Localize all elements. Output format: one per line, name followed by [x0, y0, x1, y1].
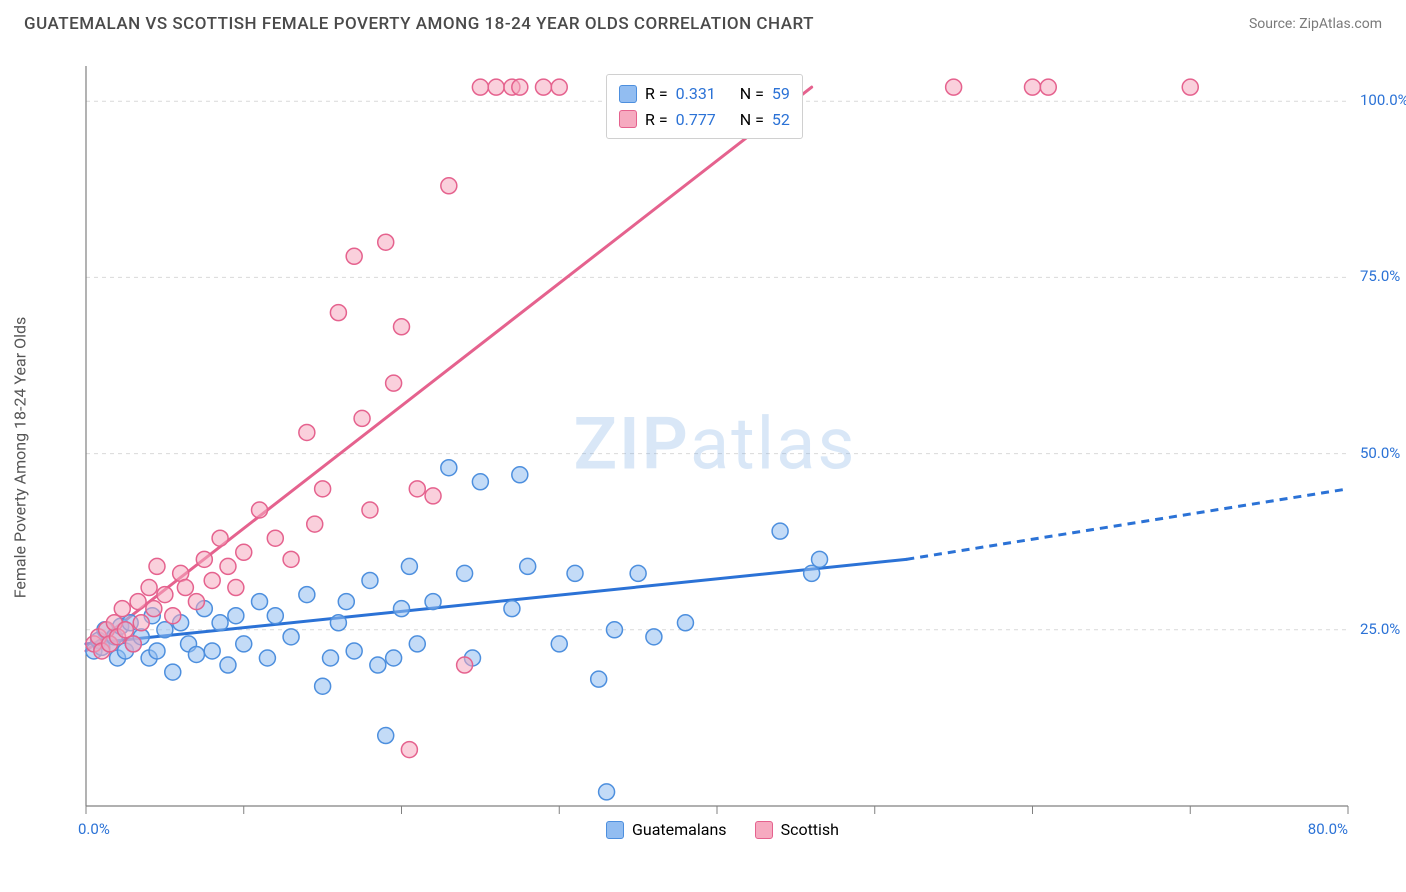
r-value-2: 0.777: [676, 107, 716, 133]
n-label: N =: [740, 81, 764, 107]
chart-title: GUATEMALAN VS SCOTTISH FEMALE POVERTY AM…: [24, 14, 814, 34]
r-label: R =: [645, 81, 668, 107]
legend-row-1: R = 0.331 N = 59: [619, 81, 790, 107]
n-label: N =: [740, 107, 764, 133]
legend-label-1: Guatemalans: [632, 820, 727, 839]
chart-container: Female Poverty Among 18-24 Year Olds ZIP…: [50, 48, 1380, 848]
axis-tick-label: 75.0%: [1360, 267, 1400, 285]
r-label: R =: [645, 107, 668, 133]
legend-row-2: R = 0.777 N = 52: [619, 107, 790, 133]
legend-label-2: Scottish: [781, 820, 839, 839]
swatch-series-1: [619, 85, 637, 103]
source-attribution: Source: ZipAtlas.com: [1249, 16, 1382, 32]
series-legend: Guatemalans Scottish: [606, 820, 839, 839]
axis-tick-label: 80.0%: [1308, 820, 1348, 838]
legend-item-2: Scottish: [755, 820, 839, 839]
r-value-1: 0.331: [676, 81, 716, 107]
legend-item-1: Guatemalans: [606, 820, 727, 839]
y-axis-label: Female Poverty Among 18-24 Year Olds: [11, 317, 30, 599]
swatch-series-2: [619, 110, 637, 128]
axis-tick-label: 0.0%: [78, 820, 110, 838]
swatch-icon: [606, 821, 624, 839]
n-value-1: 59: [772, 81, 790, 107]
axis-tick-label: 100.0%: [1360, 91, 1406, 109]
axis-tick-label: 50.0%: [1360, 444, 1400, 462]
n-value-2: 52: [772, 107, 790, 133]
axis-tick-label: 25.0%: [1360, 620, 1400, 638]
correlation-legend: R = 0.331 N = 59 R = 0.777 N = 52: [606, 74, 803, 139]
swatch-icon: [755, 821, 773, 839]
scatter-chart: [50, 48, 1380, 848]
